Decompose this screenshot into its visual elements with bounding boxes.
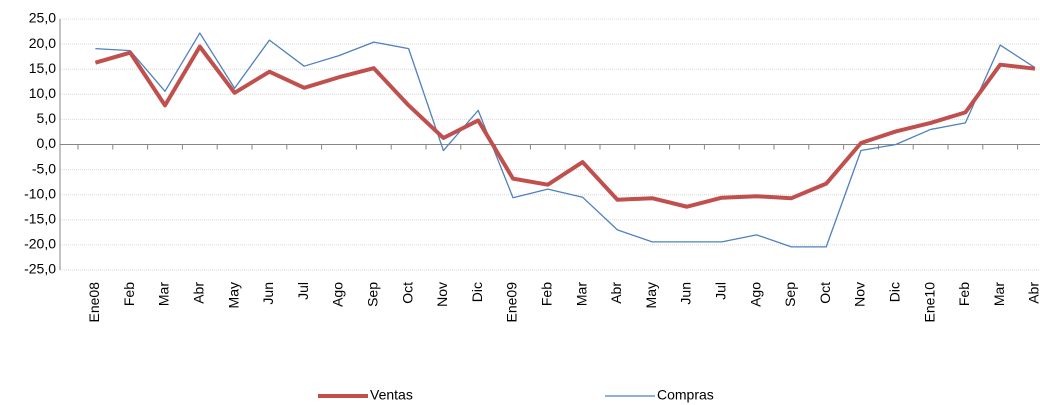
legend-label: Compras: [657, 387, 714, 403]
y-tick-label: -10,0: [24, 185, 56, 201]
y-tick-label: -5,0: [32, 160, 56, 176]
x-tick-label: Ene10: [921, 282, 937, 323]
x-tick-label: Abr: [608, 282, 624, 304]
y-tick-label: 0,0: [37, 135, 57, 151]
y-tick-label: 15,0: [29, 60, 56, 76]
x-tick-label: Ago: [330, 282, 346, 307]
x-tick-label: Jul: [295, 282, 311, 300]
x-tick-label: Dic: [469, 282, 485, 302]
x-tick-label: Sep: [365, 282, 381, 307]
x-tick-label: Nov: [434, 282, 450, 307]
x-tick-label: Abr: [1026, 282, 1040, 304]
x-tick-label: Mar: [991, 282, 1007, 306]
series-line: [94, 44, 1036, 209]
x-tick-label: Ago: [747, 282, 763, 307]
x-tick-label: Sep: [782, 282, 798, 307]
y-tick-label: -25,0: [24, 261, 56, 277]
series-line: [95, 32, 1036, 248]
x-tick-label: Feb: [539, 282, 555, 306]
x-tick-label: Jun: [678, 282, 694, 305]
x-tick-label: Mar: [573, 282, 589, 306]
y-tick-label: 10,0: [29, 85, 56, 101]
x-tick-label: Ene09: [504, 282, 520, 323]
x-tick-label: Abr: [191, 282, 207, 304]
x-tick-label: Dic: [887, 282, 903, 302]
x-tick-label: Jun: [260, 282, 276, 305]
x-tick-label: May: [643, 282, 659, 308]
x-tick-label: Mar: [156, 282, 172, 306]
legend-label: Ventas: [370, 387, 413, 403]
y-tick-label: -15,0: [24, 211, 56, 227]
y-tick-label: 20,0: [29, 35, 56, 51]
x-tick-label: Feb: [121, 282, 137, 306]
x-tick-label: Ene08: [86, 282, 102, 323]
x-tick-label: Jul: [713, 282, 729, 300]
y-tick-label: -20,0: [24, 236, 56, 252]
x-tick-label: May: [225, 282, 241, 308]
x-tick-label: Feb: [956, 282, 972, 306]
y-tick-label: 25,0: [29, 10, 56, 26]
x-tick-label: Nov: [852, 282, 868, 307]
x-tick-label: Oct: [817, 282, 833, 304]
x-tick-label: Oct: [399, 282, 415, 304]
y-tick-label: 5,0: [37, 110, 57, 126]
